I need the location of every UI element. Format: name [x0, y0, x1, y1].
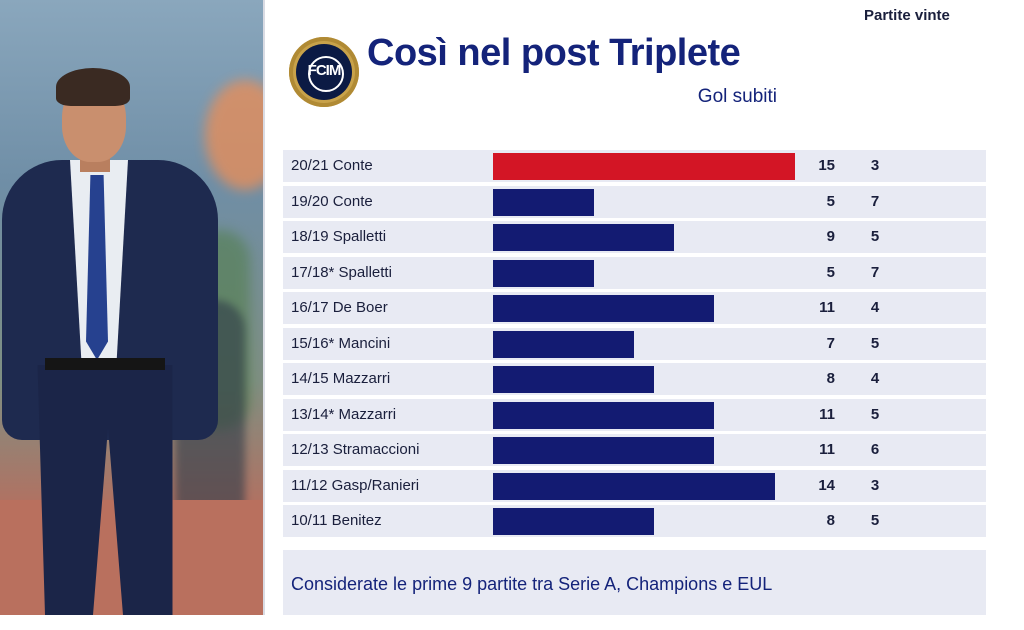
logo-inner-ring — [308, 56, 344, 92]
category-label: 14/15 Mazzarri — [291, 370, 391, 387]
value-label-goals: 8 — [826, 512, 835, 529]
bar-goals-conceded — [493, 366, 655, 393]
value-label-wins: 7 — [870, 263, 880, 281]
value-label-wins: 5 — [870, 512, 880, 529]
value-label-goals: 11 — [819, 441, 835, 458]
chart-row: 19/20 Conte 5 7 — [283, 185, 986, 218]
value-label-wins: 4 — [870, 370, 880, 387]
inter-logo-icon: FCIM — [289, 37, 359, 107]
chart-row: 17/18* Spalletti 5 7 — [283, 256, 986, 289]
chart-row: 10/11 Benitez 8 5 — [283, 505, 986, 537]
column-header-goals: Gol subiti — [697, 86, 777, 107]
bar-goals-conceded — [493, 295, 715, 322]
value-label-wins: 3 — [870, 476, 880, 494]
bar-goals-conceded — [493, 472, 775, 500]
value-label-wins: 7 — [870, 192, 880, 210]
chart-row: 20/21 Conte 15 3 — [283, 150, 986, 182]
category-label: 16/17 De Boer — [291, 299, 388, 316]
bar-goals-conceded — [493, 437, 715, 464]
value-label-wins: 5 — [870, 405, 880, 423]
category-label: 11/12 Gasp/Ranieri — [291, 476, 420, 494]
logo-monogram: FCIM — [307, 62, 342, 79]
value-label-goals: 11 — [819, 299, 835, 316]
value-label-goals: 14 — [818, 476, 835, 494]
chart-row: 11/12 Gasp/Ranieri 14 3 — [283, 469, 986, 502]
category-label: 17/18* Spalletti — [291, 263, 392, 281]
category-label: 18/19 Spalletti — [291, 228, 387, 245]
category-label: 20/21 Conte — [291, 157, 373, 174]
value-label-goals: 15 — [818, 157, 835, 174]
coach-photo — [0, 0, 263, 615]
page-title: Così nel post Triplete — [367, 32, 741, 74]
value-label-wins: 4 — [870, 299, 880, 316]
belt — [45, 358, 165, 370]
value-label-wins: 6 — [870, 441, 880, 458]
value-label-goals: 11 — [819, 405, 835, 423]
tie — [86, 175, 108, 360]
category-label: 15/16* Mancini — [291, 334, 391, 352]
chart-row: 13/14* Mazzarri 11 5 — [283, 398, 986, 431]
category-label: 12/13 Stramaccioni — [291, 441, 420, 458]
value-label-goals: 5 — [826, 263, 835, 281]
bar-goals-conceded — [493, 188, 594, 216]
value-label-wins: 5 — [870, 228, 880, 245]
bar-goals-conceded — [493, 259, 594, 287]
chart-row: 14/15 Mazzarri 8 4 — [283, 363, 986, 395]
category-label: 19/20 Conte — [291, 192, 373, 210]
value-label-wins: 5 — [870, 334, 880, 352]
category-label: 10/11 Benitez — [291, 512, 382, 529]
value-label-goals: 5 — [826, 192, 835, 210]
bar-goals-conceded — [493, 401, 715, 429]
footnote: Considerate le prime 9 partite tra Serie… — [291, 574, 773, 594]
bar-goals-conceded — [493, 330, 634, 358]
bar-goals-conceded — [493, 508, 655, 535]
chart-row: 12/13 Stramaccioni 11 6 — [283, 434, 986, 466]
chart-row: 15/16* Mancini 7 5 — [283, 327, 986, 360]
footer-panel: Considerate le prime 9 partite tra Serie… — [283, 550, 986, 615]
column-header-wins: Partite vinte — [864, 7, 950, 24]
chart-row: 16/17 De Boer 11 4 — [283, 292, 986, 324]
bar-goals-conceded — [493, 224, 675, 251]
value-label-goals: 9 — [826, 228, 835, 245]
bar-goals-conceded — [493, 153, 795, 180]
hair — [56, 68, 130, 106]
value-label-goals: 8 — [826, 370, 835, 387]
background-blur — [205, 80, 263, 190]
chart-row: 18/19 Spalletti 9 5 — [283, 221, 986, 253]
logo-ring: FCIM — [296, 44, 352, 100]
value-label-goals: 7 — [826, 334, 835, 352]
panel-divider — [263, 0, 265, 615]
value-label-wins: 3 — [870, 157, 880, 174]
goals-conceded-chart: 20/21 Conte 15 3 19/20 Conte 5 7 18/19 Spallet… — [283, 150, 986, 537]
category-label: 13/14* Mazzarri — [291, 405, 397, 423]
